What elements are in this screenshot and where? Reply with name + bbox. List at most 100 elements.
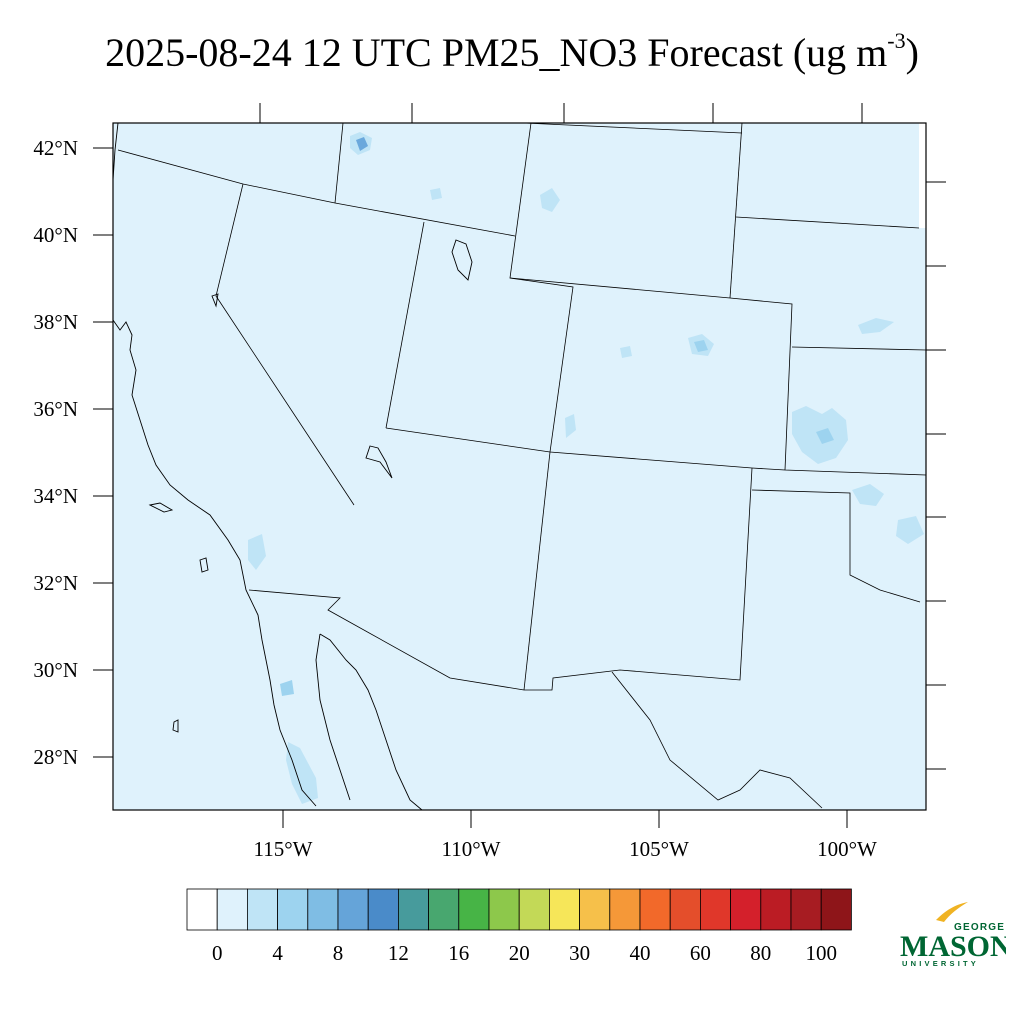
colorbar-label: 60	[690, 941, 711, 965]
colorbar-label: 8	[333, 941, 344, 965]
latitude-labels: 42°N 40°N 38°N 36°N 34°N 32°N 30°N 28°N	[33, 136, 78, 769]
longitude-labels: 115°W 110°W 105°W 100°W	[254, 837, 878, 861]
border-rio-grande	[611, 671, 823, 809]
coast-gulf-west	[315, 633, 351, 801]
border-oregon-idaho-south	[117, 149, 516, 237]
colorbar-swatch	[609, 888, 641, 931]
colorbar-swatch	[730, 888, 762, 931]
patch-wyoming	[540, 188, 560, 212]
border-arizona-nm	[523, 451, 551, 691]
colorbar-swatch	[246, 888, 278, 931]
title-superscript: -3	[887, 28, 906, 53]
patch-utah-north	[430, 188, 442, 200]
border-kansas-oklahoma	[791, 346, 927, 351]
colorbar-swatch	[700, 888, 732, 931]
lake-mead	[365, 445, 393, 479]
patch-socal	[248, 534, 266, 570]
title-text: 2025-08-24 12 UTC PM25_NO3 Forecast (ug …	[105, 30, 888, 75]
lat-label: 32°N	[33, 571, 78, 595]
patch-oklahoma	[852, 484, 884, 506]
lat-label: 28°N	[33, 745, 78, 769]
colorbar-swatch	[639, 888, 671, 931]
colorbar-label: 20	[509, 941, 530, 965]
island-small	[199, 557, 209, 573]
colorbar-swatch	[549, 888, 581, 931]
coast-pacific	[112, 319, 317, 807]
concentration-patches	[248, 132, 924, 804]
patch-east-edge	[896, 516, 924, 544]
border-idaho-oregon	[334, 122, 344, 204]
border-oklahoma-texas	[751, 489, 921, 603]
patch-idaho-core	[356, 137, 368, 151]
axis-ticks	[93, 103, 946, 828]
title-close: )	[905, 30, 919, 75]
colorbar-swatch	[488, 888, 520, 931]
lon-label: 115°W	[254, 837, 313, 861]
missing-data-strip	[919, 123, 926, 228]
colorbar-label: 80	[750, 941, 771, 965]
forecast-field	[113, 123, 926, 810]
colorbar-swatch	[820, 888, 852, 931]
colorbar-swatch	[669, 888, 701, 931]
gmu-logo-graphic: GEORGE MASON UNIVERSITY	[900, 902, 1012, 968]
logo-mason: MASON	[900, 930, 1006, 963]
gmu-logo: GEORGE MASON UNIVERSITY	[896, 898, 1012, 970]
patch-colorado-west	[620, 346, 632, 358]
patch-kansas	[858, 318, 894, 334]
patch-baja-mid	[280, 680, 294, 696]
colorbar-swatch	[277, 888, 309, 931]
colorbar-label: 100	[805, 941, 837, 965]
logo-swoosh	[936, 902, 968, 922]
border-colorado-north-east	[509, 277, 793, 471]
lake-tahoe	[211, 293, 219, 308]
border-wyoming-north	[523, 122, 743, 134]
lat-label: 30°N	[33, 658, 78, 682]
colorbar-swatch	[790, 888, 822, 931]
colorbar-label: 0	[212, 941, 223, 965]
patch-nm-north	[565, 414, 576, 438]
border-california-nevada	[215, 183, 355, 506]
colorbar-label: 12	[388, 941, 409, 965]
colorbar-label: 4	[272, 941, 283, 965]
colorbar-swatch	[518, 888, 550, 931]
coast-oregon	[112, 122, 119, 181]
political-boundaries	[117, 122, 927, 809]
patch-panhandle-core	[816, 428, 834, 444]
lat-label: 38°N	[33, 310, 78, 334]
lat-label: 34°N	[33, 484, 78, 508]
colorbar-labels: 0 4 8 12 16 20 30 40 60 80 100	[212, 941, 837, 965]
logo-university: UNIVERSITY	[902, 959, 979, 968]
border-nebraska-kansas	[735, 216, 920, 229]
lon-label: 110°W	[442, 837, 501, 861]
coast-gulf-east	[319, 633, 423, 811]
colorbar-swatch	[397, 888, 429, 931]
patch-colorado-core	[694, 340, 708, 352]
colorbar-swatch	[186, 888, 218, 931]
lon-label: 100°W	[817, 837, 877, 861]
colorbar-swatch	[307, 888, 339, 931]
map-title: 2025-08-24 12 UTC PM25_NO3 Forecast (ug …	[0, 28, 1024, 76]
island-baja	[172, 719, 179, 733]
colorbar-swatch	[216, 888, 248, 931]
island-channel	[148, 502, 174, 513]
coastline	[112, 122, 473, 811]
colorbar	[186, 888, 852, 931]
map-frame	[112, 122, 927, 811]
colorbar-swatch	[458, 888, 490, 931]
colorbar-swatch	[367, 888, 399, 931]
border-nm-texas	[524, 467, 753, 691]
lat-label: 40°N	[33, 223, 78, 247]
colorbar-label: 30	[569, 941, 590, 965]
border-wyoming-nebraska	[729, 122, 743, 299]
border-nevada-utah	[385, 221, 425, 429]
lon-label: 105°W	[629, 837, 689, 861]
patch-baja-south	[286, 742, 318, 804]
great-salt-lake	[451, 239, 473, 281]
colorbar-label: 16	[448, 941, 469, 965]
colorbar-swatch	[579, 888, 611, 931]
logo-george: GEORGE	[954, 922, 1005, 933]
border-wyoming-utah-colorado	[509, 122, 574, 453]
colorbar-swatch	[428, 888, 460, 931]
colorbar-swatch	[760, 888, 792, 931]
